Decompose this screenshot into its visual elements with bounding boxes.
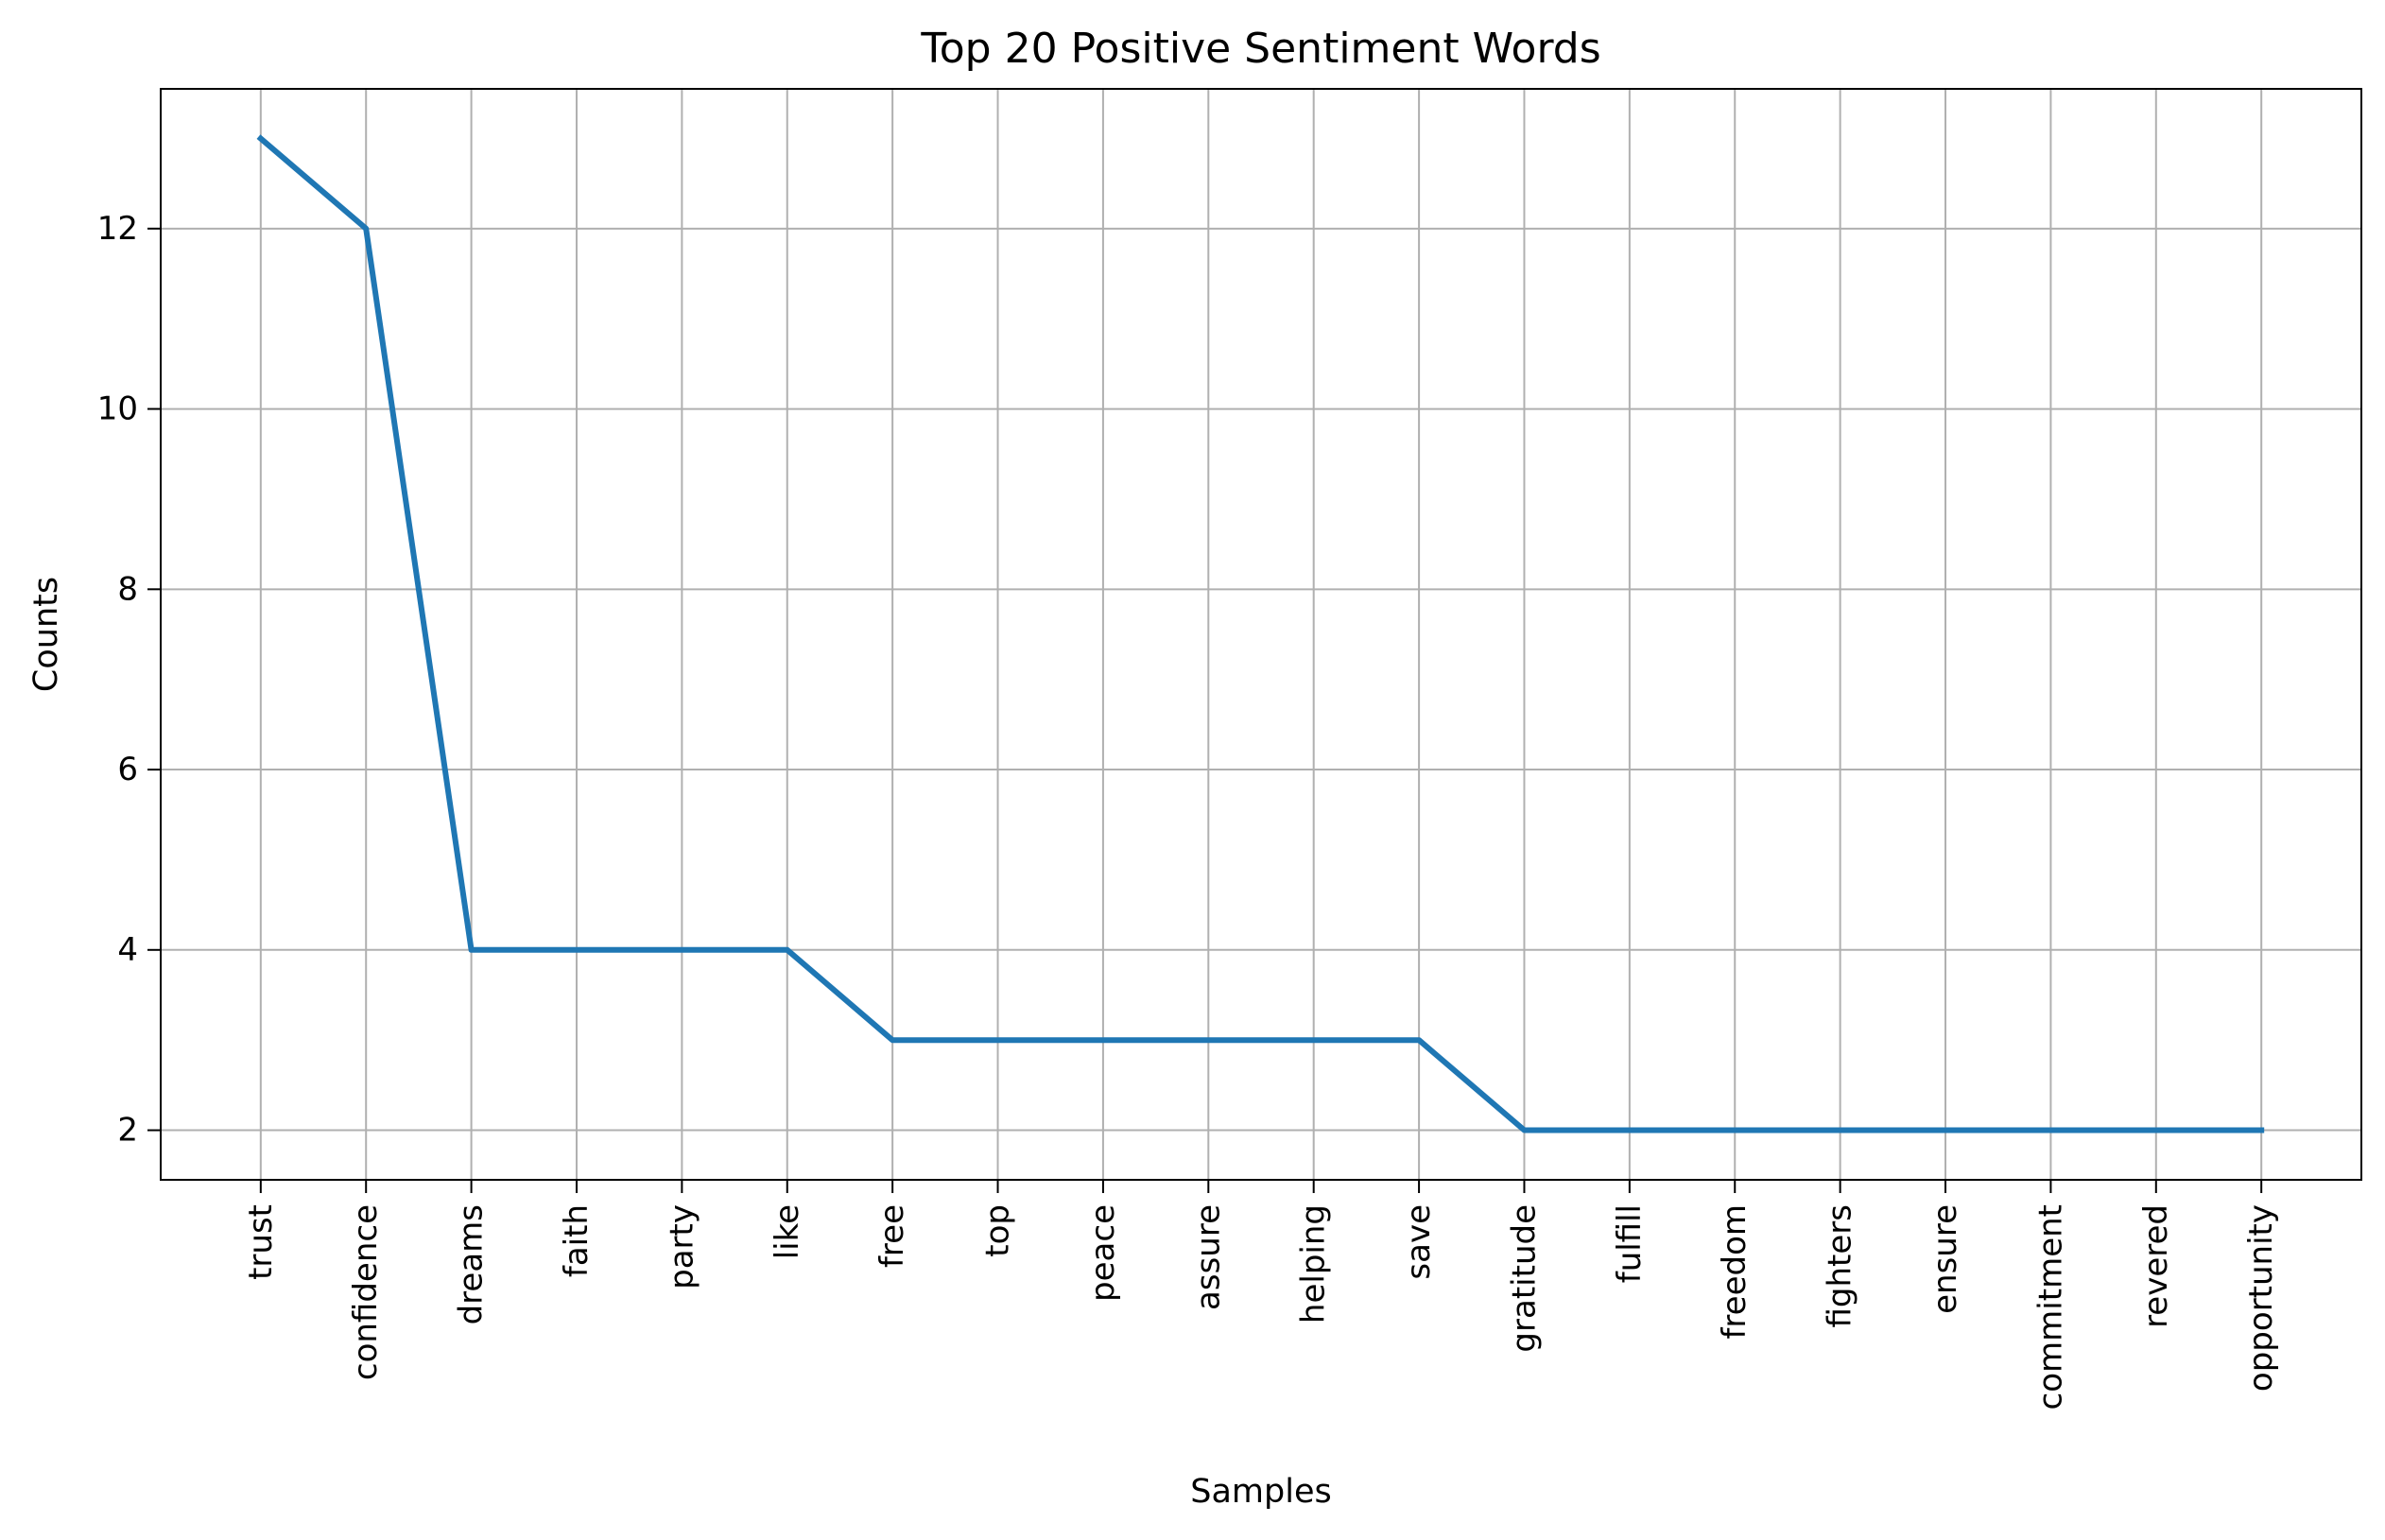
series-layer — [256, 134, 2265, 1133]
x-tick-label: fulfill — [1611, 1204, 1649, 1283]
x-tick-label: confidence — [347, 1204, 385, 1380]
y-axis-label: Counts — [27, 577, 65, 692]
y-tick-label: 4 — [117, 931, 138, 969]
x-tick-label: party — [663, 1204, 700, 1289]
grid-lines — [161, 89, 2361, 1180]
y-tick-label: 12 — [97, 210, 138, 248]
x-tick-label: trust — [242, 1204, 280, 1280]
y-tick-label: 10 — [97, 390, 138, 428]
x-tick-label: commitment — [2031, 1204, 2069, 1410]
x-tick-label: free — [873, 1204, 911, 1268]
x-tick-label: faith — [558, 1204, 596, 1277]
series-line — [256, 134, 2265, 1133]
x-tick-label: revered — [2137, 1204, 2175, 1328]
plot-frame — [160, 88, 2362, 1181]
x-tick-label: gratitude — [1505, 1204, 1543, 1353]
x-tick-label: ensure — [1927, 1204, 1964, 1314]
x-tick-label: assure — [1189, 1204, 1227, 1310]
x-axis-ticks: trust confidence dreams faith party like free t… — [242, 1180, 2280, 1410]
x-tick-label: freedom — [1716, 1204, 1754, 1340]
x-tick-label: save — [1400, 1204, 1438, 1280]
x-tick-label: helping — [1295, 1204, 1333, 1324]
x-tick-label: top — [979, 1204, 1017, 1257]
x-tick-label: opportunity — [2242, 1204, 2280, 1392]
y-tick-label: 8 — [117, 570, 138, 608]
x-tick-label: peace — [1084, 1204, 1122, 1302]
x-tick-label: like — [769, 1204, 806, 1259]
x-tick-label: dreams — [453, 1204, 491, 1324]
x-axis-label: Samples — [1190, 1473, 1331, 1511]
chart-title: Top 20 Positive Sentiment Words — [920, 25, 1600, 73]
y-axis-ticks: 2 4 6 8 10 12 — [97, 210, 161, 1150]
y-tick-label: 6 — [117, 751, 138, 788]
x-tick-label: fighters — [1822, 1204, 1859, 1328]
y-tick-label: 2 — [117, 1112, 138, 1150]
